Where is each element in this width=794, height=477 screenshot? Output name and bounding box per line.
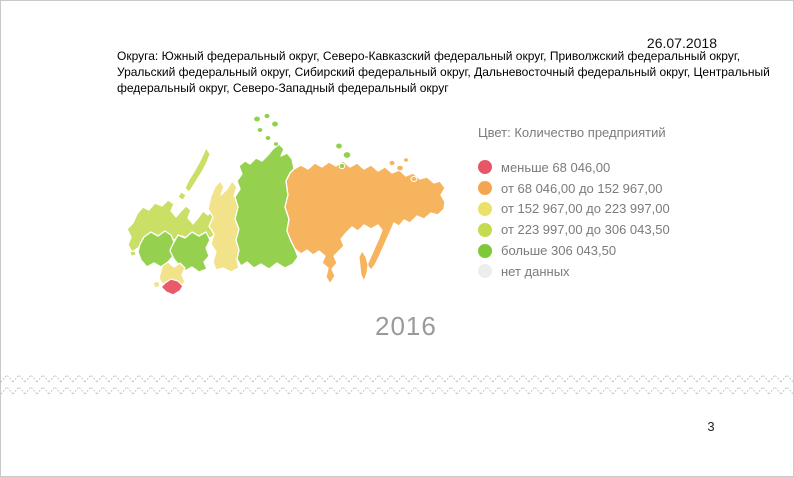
region-kaliningrad[interactable] [129,250,137,257]
legend-item-label: от 223 997,00 до 306 043,50 [501,222,670,238]
island-vaygach[interactable] [177,191,187,201]
districts-text-line: федеральный округ, Северо-Западный федер… [117,81,449,95]
report-date: 26.07.2018 [646,35,717,51]
districts-text-line: Уральский федеральный округ, Сибирский ф… [117,65,770,79]
russia-choropleth-map [126,112,446,296]
map-legend: Цвет: Количество предприятий меньше 68 0… [478,125,670,282]
legend-color-dot [478,243,492,258]
legend-color-dot [478,264,492,279]
legend-item[interactable]: от 152 967,00 до 223 997,00 [478,199,670,220]
region-far-east[interactable] [284,160,446,285]
islands-franz-josef-land[interactable] [253,112,280,147]
districts-text-line: Округа: Южный федеральный округ, Северо-… [117,49,741,63]
region-urals[interactable] [207,180,241,273]
legend-color-dot [478,222,492,237]
legend-color-dot [478,160,492,175]
legend-item[interactable]: меньше 68 046,00 [478,157,670,178]
islands-new-siberian[interactable] [388,157,409,172]
legend-item[interactable]: от 223 997,00 до 306 043,50 [478,219,670,240]
legend-title: Цвет: Количество предприятий [478,125,666,140]
page-tear-zigzag [1,373,793,399]
legend-item[interactable]: от 68 046,00 до 152 967,00 [478,178,670,199]
legend-item[interactable]: нет данных [478,261,670,282]
islands-severnaya-zemlya[interactable] [335,142,352,170]
legend-item-label: нет данных [501,263,570,279]
legend-color-dot [478,181,492,196]
region-central[interactable] [137,230,175,268]
legend-item-label: от 68 046,00 до 152 967,00 [501,180,663,196]
region-north-caucasus[interactable] [160,278,184,296]
page-number: 3 [707,419,715,434]
region-southern-crimea[interactable] [152,280,161,289]
districts-filter-text: Округа: Южный федеральный округ, Северо-… [117,48,770,96]
region-volga[interactable] [169,231,211,273]
island-wrangel[interactable] [410,176,418,182]
year-label: 2016 [375,311,437,341]
legend-item-label: от 152 967,00 до 223 997,00 [501,201,670,217]
legend-color-dot [478,201,492,216]
legend-rows: меньше 68 046,00 от 68 046,00 до 152 967… [478,157,670,282]
legend-item[interactable]: больше 306 043,50 [478,240,670,261]
legend-item-label: меньше 68 046,00 [501,159,611,175]
island-novaya-zemlya[interactable] [184,147,211,193]
island-sakhalin[interactable] [358,250,369,282]
legend-item-label: больше 306 043,50 [501,243,617,259]
